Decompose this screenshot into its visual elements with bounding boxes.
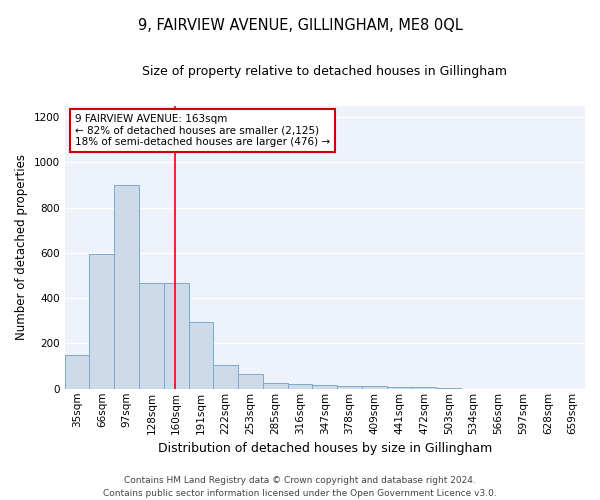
Bar	[89, 254, 114, 389]
Bar	[164, 283, 188, 389]
Bar	[287, 384, 313, 389]
Bar	[214, 366, 238, 389]
Bar	[337, 386, 362, 389]
Bar	[238, 374, 263, 389]
Bar	[436, 388, 461, 389]
Y-axis label: Number of detached properties: Number of detached properties	[15, 154, 28, 340]
Bar	[263, 382, 287, 389]
Title: Size of property relative to detached houses in Gillingham: Size of property relative to detached ho…	[142, 65, 508, 78]
Bar	[139, 283, 164, 389]
Bar	[313, 386, 337, 389]
Bar	[188, 322, 214, 389]
Bar	[65, 355, 89, 389]
Bar	[387, 387, 412, 389]
Bar	[114, 185, 139, 389]
Text: Contains HM Land Registry data © Crown copyright and database right 2024.
Contai: Contains HM Land Registry data © Crown c…	[103, 476, 497, 498]
X-axis label: Distribution of detached houses by size in Gillingham: Distribution of detached houses by size …	[158, 442, 492, 455]
Bar	[412, 388, 436, 389]
Text: 9, FAIRVIEW AVENUE, GILLINGHAM, ME8 0QL: 9, FAIRVIEW AVENUE, GILLINGHAM, ME8 0QL	[137, 18, 463, 32]
Text: 9 FAIRVIEW AVENUE: 163sqm
← 82% of detached houses are smaller (2,125)
18% of se: 9 FAIRVIEW AVENUE: 163sqm ← 82% of detac…	[75, 114, 330, 148]
Bar	[362, 386, 387, 389]
